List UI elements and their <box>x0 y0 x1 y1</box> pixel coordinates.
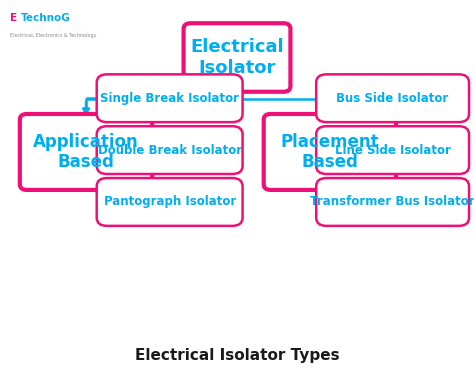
Text: Application
Based: Application Based <box>33 133 139 171</box>
FancyBboxPatch shape <box>316 126 469 174</box>
FancyBboxPatch shape <box>316 74 469 122</box>
Text: Electrical, Electronics & Technology: Electrical, Electronics & Technology <box>10 33 97 39</box>
Text: Pantograph Isolator: Pantograph Isolator <box>103 195 236 208</box>
Text: Transformer Bus Isolator: Transformer Bus Isolator <box>310 195 474 208</box>
Text: Bus Side Isolator: Bus Side Isolator <box>337 92 449 105</box>
FancyBboxPatch shape <box>97 126 243 174</box>
Text: Single Break Isolator: Single Break Isolator <box>100 92 239 105</box>
Text: E: E <box>10 13 18 23</box>
Text: TechnoG: TechnoG <box>20 13 70 23</box>
FancyBboxPatch shape <box>264 114 396 190</box>
Text: Electrical Isolator Types: Electrical Isolator Types <box>135 348 339 363</box>
Text: Line Side Isolator: Line Side Isolator <box>335 144 451 156</box>
FancyBboxPatch shape <box>20 114 152 190</box>
Text: Double Break Isolator: Double Break Isolator <box>98 144 242 156</box>
FancyBboxPatch shape <box>316 178 469 226</box>
FancyBboxPatch shape <box>97 74 243 122</box>
Text: Electrical
Isolator: Electrical Isolator <box>190 38 284 77</box>
Text: Placement
Based: Placement Based <box>281 133 379 171</box>
FancyBboxPatch shape <box>183 23 291 92</box>
FancyBboxPatch shape <box>97 178 243 226</box>
